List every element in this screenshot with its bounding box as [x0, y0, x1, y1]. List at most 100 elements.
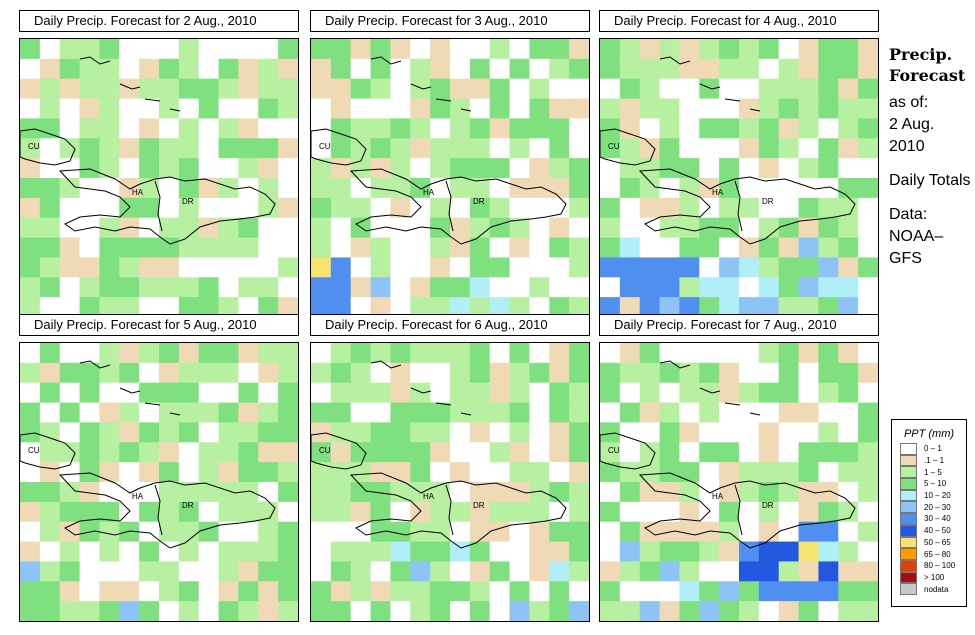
grid-cell: [450, 601, 471, 621]
grid-cell: [390, 297, 411, 317]
grid-cell: [159, 138, 180, 159]
grid-cell: [370, 442, 391, 463]
grid-cell: [758, 462, 780, 483]
grid-cell: [410, 601, 431, 621]
grid-cell: [390, 118, 411, 139]
grid-cell: [390, 217, 411, 239]
haiti-dr-border: [154, 180, 163, 232]
grid-cell: [639, 402, 661, 423]
grid-cell: [20, 343, 41, 364]
grid-cell: [679, 118, 700, 139]
grid-cell: [798, 402, 819, 423]
grid-cell: [198, 462, 220, 483]
grid-cell: [778, 297, 800, 317]
grid-cell: [619, 501, 641, 523]
grid-cell: [278, 237, 298, 258]
grid-cell: [719, 98, 740, 119]
grid-cell: [619, 442, 641, 463]
grid-cell: [798, 78, 819, 100]
grid-cell: [739, 462, 760, 483]
grid-cell: [311, 482, 332, 503]
label-dr: DR: [182, 197, 194, 206]
grid-cell: [529, 501, 550, 523]
grid-cell: [619, 521, 641, 543]
grid-cell: [758, 39, 780, 60]
grid-cell: [489, 138, 511, 159]
grid-cell: [719, 138, 740, 159]
grid-cell: [370, 402, 391, 423]
grid-cell: [639, 78, 661, 100]
grid-cell: [619, 462, 641, 483]
grid-cell: [258, 158, 279, 179]
grid-cell: [569, 138, 589, 159]
grid-cell: [20, 277, 41, 298]
grid-cell: [619, 297, 641, 317]
grid-cell: [139, 601, 160, 621]
grid-cell: [679, 501, 700, 523]
grid-cell: [569, 501, 589, 523]
grid-cell: [529, 482, 550, 503]
grid-cell: [238, 343, 259, 364]
grid-cell: [739, 422, 760, 443]
grid-cell: [430, 277, 451, 298]
grid-cell: [758, 521, 780, 543]
grid-cell: [739, 217, 760, 239]
grid-cell: [778, 501, 800, 523]
grid-cell: [39, 501, 61, 523]
grid-cell: [719, 58, 740, 80]
grid-cell: [529, 422, 550, 443]
legend-label: 10 – 20: [924, 491, 951, 501]
grid-cell: [798, 58, 819, 80]
grid-cell: [350, 601, 372, 621]
grid-cell: [600, 78, 621, 100]
grid-cell: [350, 362, 372, 384]
grid-cell: [218, 541, 239, 562]
grid-cell: [330, 581, 352, 602]
grid-cell: [778, 39, 800, 60]
grid-cell: [719, 442, 740, 463]
grid-cell: [119, 462, 140, 483]
grid-cell: [390, 138, 411, 159]
grid-cell: [699, 343, 720, 364]
grid-cell: [278, 78, 298, 100]
grid-cell: [350, 58, 372, 80]
grid-cell: [198, 521, 220, 543]
grid-cell: [178, 297, 200, 317]
grid-cell: [838, 521, 859, 543]
grid-cell: [99, 541, 120, 562]
grid-cell: [818, 362, 839, 384]
grid-cell: [278, 482, 298, 503]
grid-cell: [20, 58, 41, 80]
grid-cell: [178, 462, 200, 483]
grid-cell: [178, 118, 200, 139]
grid-cell: [529, 382, 550, 404]
grid-cell: [198, 501, 220, 523]
grid-cell: [659, 39, 680, 60]
grid-cell: [469, 197, 491, 219]
grid-cell: [489, 217, 511, 239]
grid-cell: [719, 382, 740, 404]
grid-cell: [489, 541, 511, 562]
grid-cell: [350, 561, 372, 582]
label-cuba: CU: [28, 446, 40, 455]
grid-cell: [159, 343, 180, 364]
side-heading: Precip. Forecast: [889, 45, 966, 85]
grid-cell: [450, 422, 471, 443]
grid-cell: [350, 277, 372, 298]
grid-cell: [600, 257, 621, 278]
grid-cell: [20, 257, 41, 278]
grid-cell: [619, 343, 641, 364]
grid-cell: [258, 521, 279, 543]
legend-item: nodata: [892, 583, 966, 595]
grid-cell: [159, 197, 180, 219]
grid-cell: [99, 482, 120, 503]
grid-cell: [20, 138, 41, 159]
grid-cell: [600, 581, 621, 602]
grid-cell: [119, 297, 140, 317]
grid-cell: [549, 442, 570, 463]
forecast-panel-aug-5: Daily Precip. Forecast for 5 Aug., 2010 …: [19, 314, 299, 622]
grid-cell: [719, 78, 740, 100]
grid-cell: [858, 237, 878, 258]
grid-cell: [218, 343, 239, 364]
grid-cell: [370, 601, 391, 621]
